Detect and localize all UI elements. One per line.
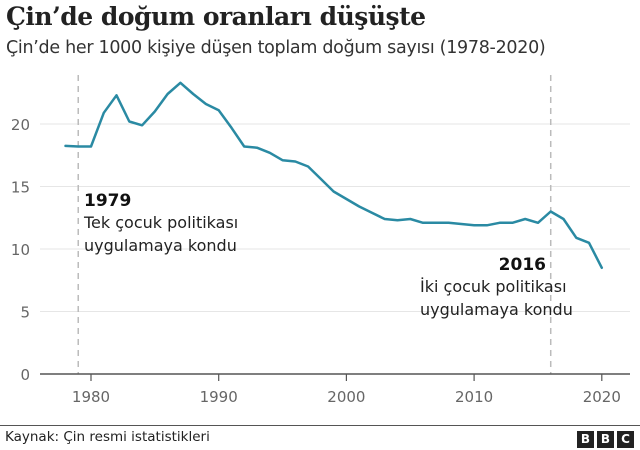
logo-letter: C [617,431,634,448]
annotation-text-line2: uygulamaya kondu [84,236,237,255]
annotation-lines [77,75,552,374]
y-tick-label: 20 [11,116,30,134]
x-tick-label: 2000 [327,388,365,406]
y-tick-label: 10 [11,241,30,259]
bbc-logo: B B C [577,431,634,448]
x-tick-label: 2020 [583,388,621,406]
source-note: Kaynak: Çin resmi istatistikleri [5,429,210,445]
annotation-text-line2: uygulamaya kondu [420,300,573,319]
y-tick-label: 0 [20,366,30,384]
footer-divider [0,425,640,426]
x-axis-ticks: 1980 1990 2000 2010 2020 [72,374,621,406]
y-tick-label: 5 [20,304,30,322]
annotation-1979: 1979 Tek çocuk politikası uygulamaya kon… [83,191,238,255]
logo-letter: B [597,431,614,448]
chart-subtitle: Çin’de her 1000 kişiye düşen toplam doğu… [6,38,546,58]
annotation-text-line1: Tek çocuk politikası [83,213,238,232]
annotation-year: 2016 [499,255,546,275]
x-tick-label: 2010 [455,388,493,406]
y-axis-ticks: 0 5 10 15 20 [11,116,30,384]
chart-title: Çin’de doğum oranları düşüşte [6,2,426,31]
logo-letter: B [577,431,594,448]
line-chart: 0 5 10 15 20 1980 1990 2000 2010 2020 1979 Tek ç… [11,75,630,406]
annotation-2016: 2016 İki çocuk politikası uygulamaya kon… [420,255,573,319]
x-tick-label: 1990 [200,388,238,406]
y-tick-label: 15 [11,179,30,197]
x-tick-label: 1980 [72,388,110,406]
annotation-year: 1979 [84,191,131,211]
annotation-text-line1: İki çocuk politikası [420,277,567,296]
birth-rate-line [64,81,604,270]
